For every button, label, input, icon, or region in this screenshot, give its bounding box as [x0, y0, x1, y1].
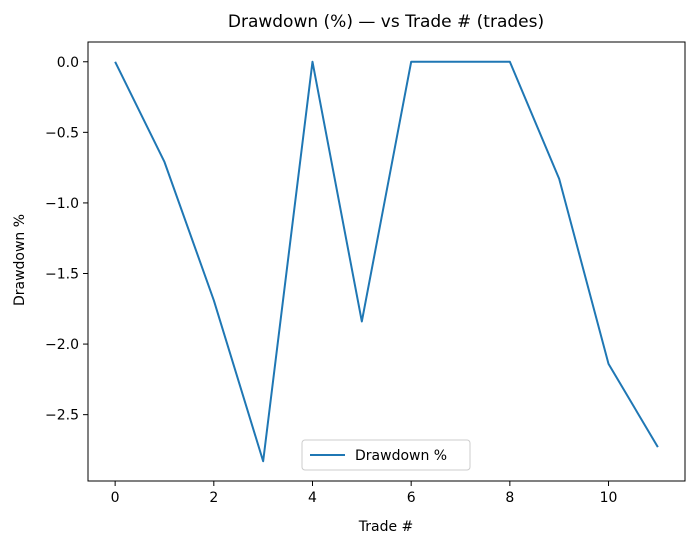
y-tick-label: −1.0 [45, 196, 79, 212]
y-axis-ticks: 0.0 −0.5 −1.0 −1.5 −2.0 −2.5 [45, 55, 88, 424]
plot-area: 0 2 4 6 8 10 0.0 −0.5 −1.0 −1.5 −2.0 −2.5 [45, 41, 686, 506]
y-tick-label: −1.5 [45, 266, 79, 282]
legend-label: Drawdown % [355, 448, 447, 464]
chart-title: Drawdown (%) — vs Trade # (trades) [228, 12, 544, 32]
x-tick-label: 2 [209, 490, 218, 506]
y-tick-label: −2.5 [45, 408, 79, 424]
axes-frame [87, 41, 686, 482]
legend-box [301, 439, 471, 471]
series-layer [114, 60, 659, 463]
y-tick-label: 0.0 [57, 55, 79, 71]
x-tick-label: 4 [308, 490, 317, 506]
x-tick-label: 8 [505, 490, 514, 506]
y-tick-label: −2.0 [45, 337, 79, 353]
x-tick-label: 0 [111, 490, 120, 506]
y-tick-label: −0.5 [45, 125, 79, 141]
x-tick-label: 6 [407, 490, 416, 506]
series-line [114, 60, 659, 463]
x-axis-label: Trade # [358, 519, 414, 535]
x-tick-label: 10 [600, 490, 618, 506]
legend: Drawdown % [301, 439, 471, 471]
x-axis-ticks: 0 2 4 6 8 10 [111, 481, 618, 506]
y-axis-label: Drawdown % [12, 214, 28, 306]
